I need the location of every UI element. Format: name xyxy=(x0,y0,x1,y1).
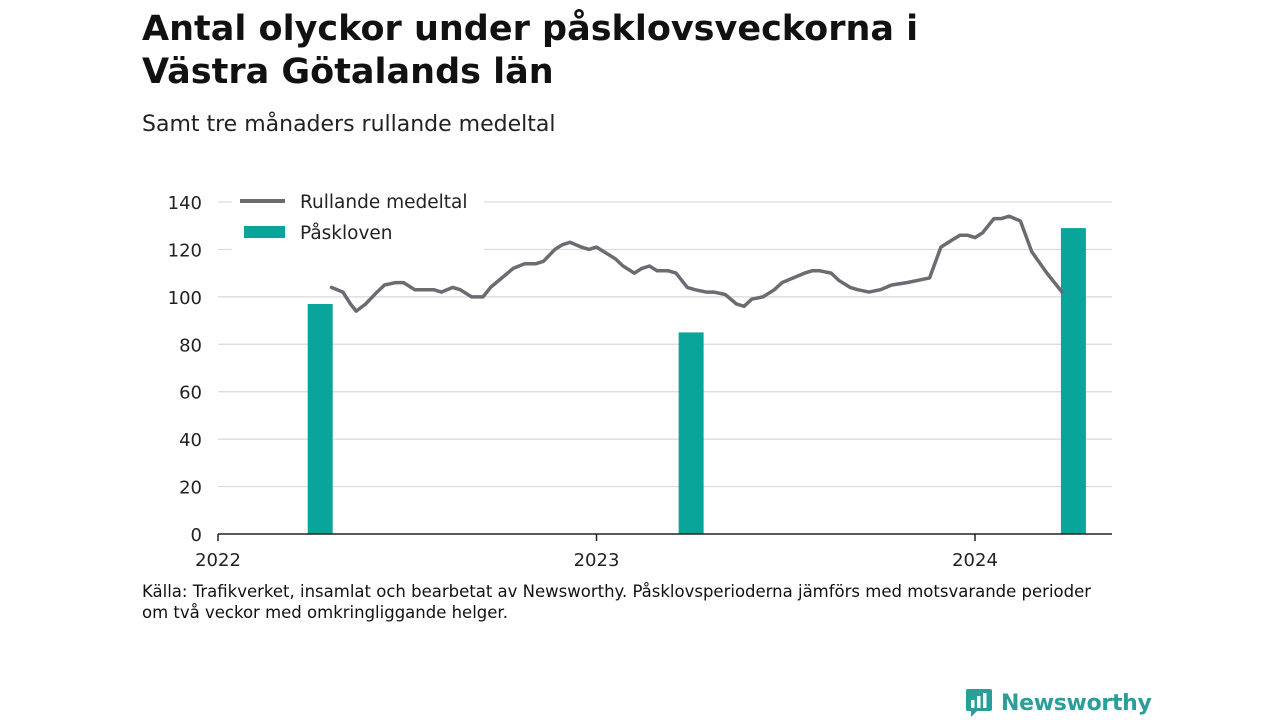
chart: 0 20 40 60 80 100 120 140 2022 2023 2024 Rullande … xyxy=(167,186,1112,571)
y-tick-label-140: 140 xyxy=(168,193,202,214)
x-tick-label-2024: 2024 xyxy=(952,550,998,571)
chart-subtitle: Samt tre månaders rullande medeltal xyxy=(142,112,556,137)
source-line-2: om två veckor med omkringliggande helger… xyxy=(142,603,508,622)
y-tick-label-100: 100 xyxy=(168,288,202,309)
x-tick-label-2022: 2022 xyxy=(195,550,241,571)
newsworthy-logo-icon xyxy=(966,689,992,717)
y-tick-label-20: 20 xyxy=(179,478,202,499)
newsworthy-logo[interactable]: Newsworthy xyxy=(965,686,1152,720)
y-tick-label-80: 80 xyxy=(179,335,202,356)
legend-label-rullande-medeltal: Rullande medeltal xyxy=(300,192,468,213)
legend-bar-swatch xyxy=(244,226,285,238)
chart-title: Antal olyckor under påsklovsveckorna i V… xyxy=(142,9,919,92)
bar-paskloven-1 xyxy=(678,332,704,534)
bar-paskloven-2 xyxy=(1060,228,1086,535)
x-tick-label-2023: 2023 xyxy=(574,550,620,571)
bar-paskloven-0 xyxy=(307,303,333,534)
legend-background xyxy=(232,186,484,250)
y-tick-label-60: 60 xyxy=(179,383,202,404)
source-line-1: Källa: Trafikverket, insamlat och bearbe… xyxy=(142,582,1092,601)
y-tick-label-40: 40 xyxy=(179,430,202,451)
line-rullande-medeltal xyxy=(329,214,1064,313)
y-tick-label-0: 0 xyxy=(191,525,202,546)
legend-label-paskloven: Påskloven xyxy=(300,223,393,244)
brand-name: Newsworthy xyxy=(1001,690,1152,716)
source-caption: Källa: Trafikverket, insamlat och bearbe… xyxy=(142,581,1102,623)
y-tick-label-120: 120 xyxy=(168,240,202,261)
